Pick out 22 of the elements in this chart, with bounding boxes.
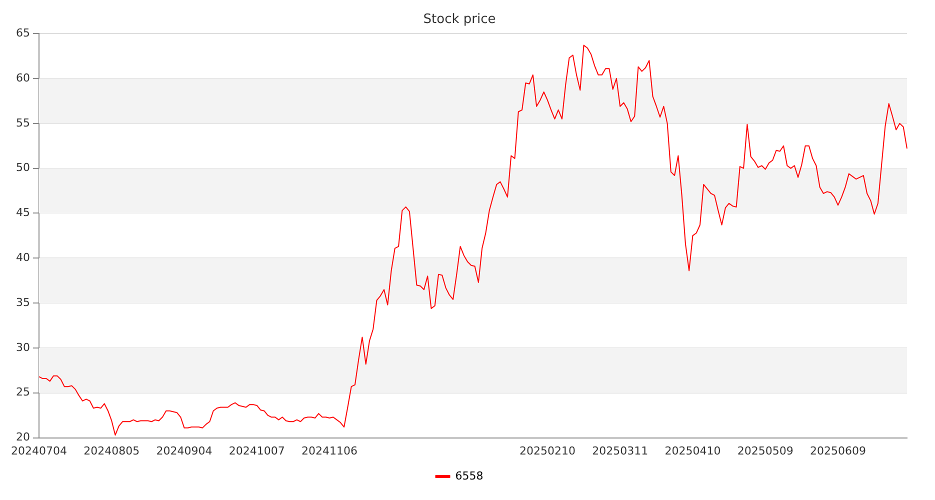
x-tick-label: 20240704: [10, 444, 67, 458]
chart-title: Stock price: [423, 12, 496, 28]
y-tick-label: 20: [16, 430, 30, 444]
y-tick-label: 55: [16, 116, 30, 130]
x-tick-label: 20240904: [156, 444, 212, 458]
y-tick-label: 60: [16, 71, 30, 84]
legend-label: 6558: [455, 469, 484, 482]
x-tick-label: 20241007: [228, 444, 285, 458]
x-tick-label: 20250509: [737, 444, 794, 458]
y-tick-label: 35: [16, 296, 30, 309]
x-tick-label: 20250609: [810, 444, 866, 458]
x-tick-label: 20250210: [519, 444, 576, 458]
x-tick-label: 20241106: [302, 444, 358, 458]
x-tick-label: 20250311: [592, 444, 648, 458]
y-tick-label: 30: [16, 340, 30, 354]
x-tick-label: 20250410: [664, 444, 721, 458]
y-tick-label: 50: [16, 161, 30, 174]
y-tick-label: 25: [16, 386, 30, 399]
y-tick-label: 40: [16, 251, 30, 264]
y-tick-label: 65: [16, 26, 30, 40]
y-tick-label: 45: [16, 206, 30, 220]
x-tick-label: 20240805: [84, 444, 140, 458]
